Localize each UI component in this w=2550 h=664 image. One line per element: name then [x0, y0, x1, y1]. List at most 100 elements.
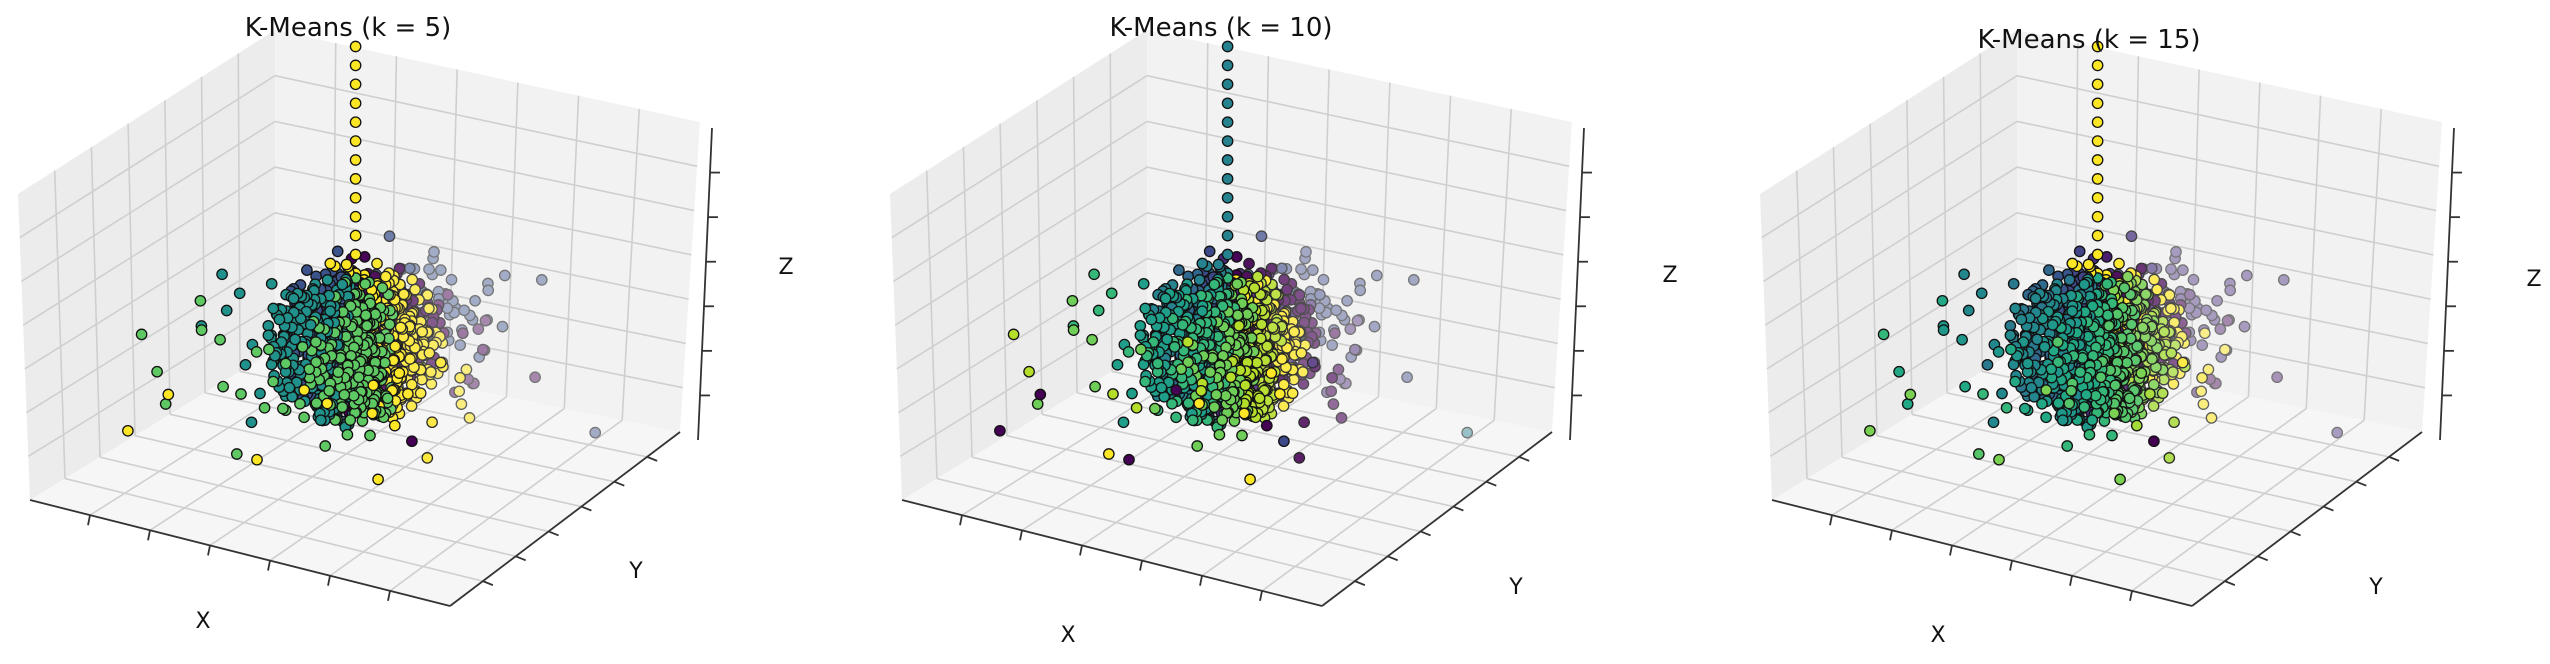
scatter-point — [194, 294, 207, 307]
scatter-point — [423, 263, 435, 276]
scatter-point — [1137, 277, 1150, 290]
scatter-point — [1298, 416, 1310, 429]
scatter-point — [397, 288, 410, 301]
scatter-point — [314, 414, 327, 427]
scatter-point — [267, 302, 280, 315]
scatter-point — [277, 402, 289, 415]
scatter-point — [482, 284, 495, 297]
scatter-point — [1221, 210, 1234, 223]
scatter-point — [349, 248, 362, 261]
scatter-point — [323, 384, 336, 397]
scatter-point — [235, 388, 247, 400]
scatter-point — [469, 294, 481, 307]
scatter-point — [1864, 424, 1876, 437]
scatter-point — [239, 358, 252, 371]
scatter-point — [2113, 257, 2125, 270]
scatter-point — [1134, 319, 1147, 332]
scatter-point — [2091, 248, 2104, 261]
scatter-point — [1186, 414, 1199, 427]
scatter-point — [1135, 343, 1147, 356]
scatter-point — [338, 388, 351, 401]
scatter-point — [1326, 339, 1339, 351]
scatter-point — [298, 384, 311, 396]
scatter-point — [321, 397, 334, 410]
scatter-point — [1151, 357, 1164, 370]
axis-lines — [901, 127, 1592, 607]
scatter-point — [1877, 328, 1890, 341]
scatter-point — [2094, 371, 2107, 384]
scatter-point — [2148, 435, 2160, 448]
x-axis-label: X — [1930, 623, 1945, 648]
chart-title: K-Means (k = 15) — [1977, 25, 2200, 55]
scatter-point — [2091, 210, 2104, 223]
scatter-point — [273, 313, 286, 326]
scatter-point — [1993, 453, 2005, 466]
scatter-point — [1159, 292, 1172, 305]
scatter-point — [364, 429, 376, 442]
scatter-point — [1221, 173, 1234, 185]
scatter-point — [2061, 440, 2074, 452]
scatter-point — [2224, 284, 2237, 297]
scatter-point — [2168, 416, 2180, 429]
scatter-point — [2148, 273, 2161, 286]
subplot-k5: K-Means (k = 5) X Y Z — [18, 13, 794, 634]
scatter-point — [1904, 388, 1917, 401]
scatter-point — [1248, 282, 1261, 294]
scatter-point — [1161, 333, 1173, 346]
scatter-point — [336, 401, 349, 413]
scatter-point — [1182, 397, 1195, 409]
scatter-point — [1176, 319, 1189, 331]
scatter-point — [2007, 277, 2020, 290]
scatter-point — [2121, 270, 2134, 283]
scatter-point — [454, 339, 467, 351]
scatter-point — [2083, 428, 2096, 441]
scatter-point — [2130, 419, 2143, 432]
scatter-point — [2125, 230, 2138, 243]
scatter-point — [1130, 401, 1143, 414]
scatter-point — [1107, 388, 1119, 400]
scatter-point — [1251, 356, 1263, 369]
scatter-point — [2065, 384, 2078, 397]
scatter-point — [250, 346, 263, 358]
scatter-point — [349, 191, 362, 204]
scatter-point — [1996, 387, 2008, 400]
scatter-point — [2066, 305, 2079, 318]
scatter-point — [1401, 371, 1413, 384]
scatter-point — [1181, 336, 1194, 348]
scatter-point — [2091, 173, 2104, 185]
scatter-point — [2196, 371, 2208, 384]
scatter-point — [2073, 245, 2086, 258]
scatter-point — [994, 424, 1006, 437]
scatter-point — [394, 321, 407, 334]
scatter-point — [1351, 314, 1364, 327]
scatter-point — [1166, 397, 1178, 410]
scatter-point — [2202, 363, 2215, 376]
scatter-point — [2091, 40, 2104, 53]
floor-pane — [902, 350, 1552, 606]
scatter-point — [1066, 294, 1079, 307]
scatter-point — [309, 336, 322, 348]
scatter-point — [1461, 426, 1474, 439]
scatter-point — [2131, 340, 2144, 353]
scatter-point — [1265, 367, 1278, 379]
scatter-point — [589, 426, 602, 439]
scatter-point — [2167, 366, 2179, 378]
scatter-point — [2091, 78, 2104, 91]
scatter-point — [1238, 407, 1251, 420]
scatter-point — [2031, 333, 2043, 346]
scatter-point — [298, 411, 310, 424]
scatter-point — [460, 363, 473, 376]
scatter-point — [2080, 388, 2093, 401]
scatter-point — [2101, 278, 2114, 290]
scatter-point — [217, 380, 229, 393]
scatter-point — [1221, 191, 1234, 204]
scatter-point — [1981, 358, 1994, 371]
scatter-point — [1893, 365, 1905, 378]
scatter-point — [265, 277, 278, 290]
scatter-point — [2091, 116, 2104, 129]
scatter-point — [162, 388, 175, 401]
scatter-point — [2078, 401, 2091, 413]
scatter-point — [1901, 398, 1914, 410]
axis-lines — [29, 127, 720, 607]
scatter-point — [349, 173, 362, 185]
